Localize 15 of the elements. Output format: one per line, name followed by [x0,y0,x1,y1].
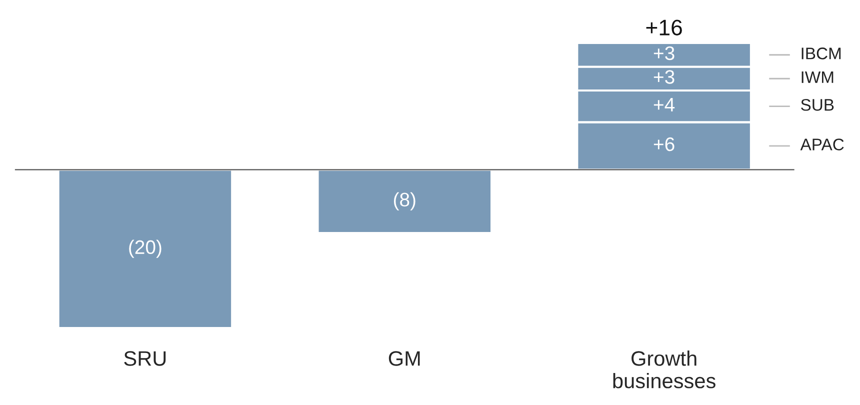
bar [57,168,234,328]
text: IWM [802,71,834,83]
data-label: (20) [129,240,162,258]
x-tick-label: Growth businesses [613,350,716,388]
data-label: +3 [654,70,674,84]
data-label: (8) [394,192,416,210]
data-label: +6 [654,137,674,152]
text: SUB [801,99,834,111]
x-tick-label: GM [388,351,420,366]
data-label: +3 [654,46,674,60]
data-label: +4 [654,98,675,112]
x-tick-label: SRU [124,351,166,366]
text: APAC [800,138,844,150]
text: IBCM [802,48,841,60]
total-label: +16 [646,20,682,36]
